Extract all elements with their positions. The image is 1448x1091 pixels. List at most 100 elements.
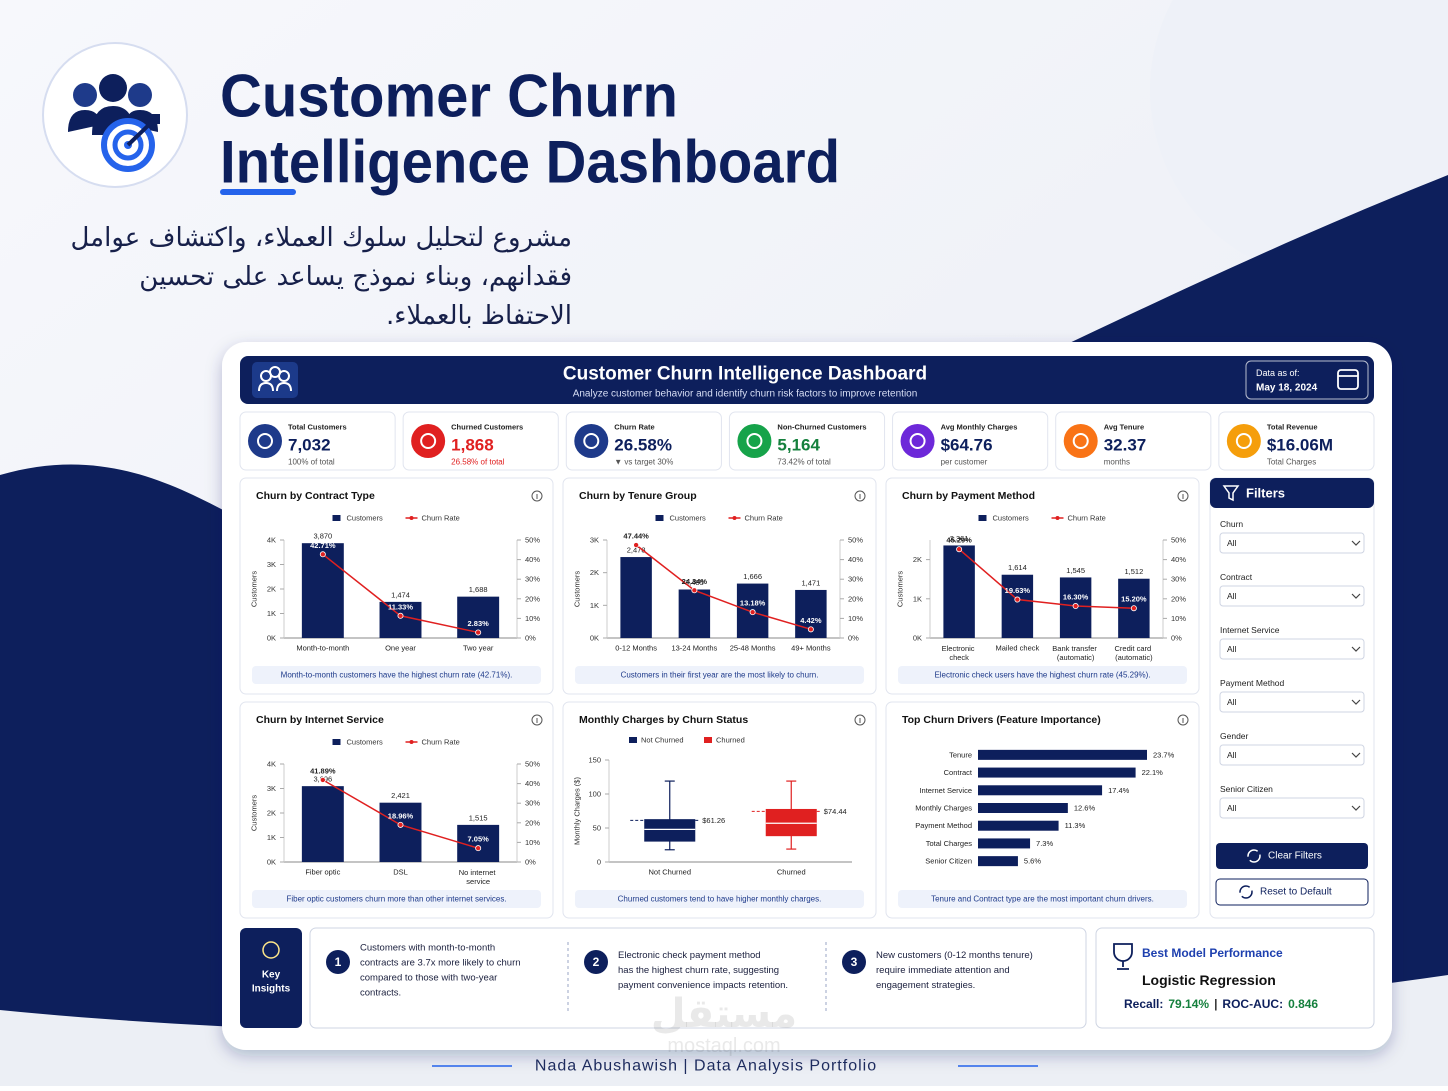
kpi-label: Non-Churned Customers	[777, 423, 866, 432]
chart-note: Fiber optic customers churn more than ot…	[286, 895, 506, 904]
data-label: 1,471	[801, 578, 820, 587]
bar	[978, 856, 1018, 867]
tick-label: 30%	[525, 799, 540, 808]
title-underline	[220, 189, 296, 195]
kpi-note: per customer	[941, 458, 988, 467]
churn-rate-line	[958, 548, 1134, 609]
bar	[978, 749, 1147, 760]
kpi-icon	[411, 424, 446, 458]
filter-select[interactable]	[1219, 797, 1365, 819]
chevron	[1351, 699, 1361, 705]
chart-panel	[562, 477, 877, 695]
tick-label: 1K	[267, 833, 276, 842]
bar	[978, 803, 1068, 813]
page-title: Intelligence Dashboard	[220, 129, 840, 196]
x-tick-label: 13-24 Months	[671, 644, 717, 653]
tick-label: 3K	[590, 536, 599, 545]
kpi-card	[239, 411, 396, 471]
reset-button[interactable]	[1215, 878, 1369, 906]
filter-select[interactable]	[1219, 744, 1365, 766]
x-tick-label: 49+ Months	[791, 644, 831, 653]
insight-text: compared to those with two-year	[360, 973, 497, 984]
x-tick-label: Two year	[463, 644, 494, 653]
bar	[978, 767, 1136, 778]
kpi-card	[1055, 411, 1212, 471]
tick-label: 40%	[525, 555, 540, 564]
y-axis-label: Customers	[250, 795, 259, 832]
legend-label: Churned	[716, 736, 745, 745]
metric-roc: 0.846	[1288, 997, 1318, 1011]
insight-number: 1	[335, 955, 342, 969]
chevron	[1351, 752, 1361, 758]
legend-label: Churn Rate	[745, 514, 783, 523]
arabic-description: فقدانهم، وبناء نموذج يساعد على تحسين	[139, 262, 572, 292]
tick-label: 0	[597, 858, 601, 867]
tick-label: 2K	[913, 555, 922, 564]
kpi-icon-glyph	[1235, 433, 1252, 449]
churn-rate-point	[749, 609, 756, 616]
filter-select[interactable]	[1219, 691, 1365, 713]
tick-label: 40%	[848, 555, 863, 564]
filters-title: Filters	[1246, 486, 1285, 501]
chart-title: Top Churn Drivers (Feature Importance)	[902, 714, 1101, 726]
filter-select[interactable]	[1219, 638, 1365, 660]
tick-label: 30%	[848, 575, 863, 584]
kpi-card	[728, 411, 886, 471]
insights-box	[309, 927, 1087, 1029]
mean-label: $74.44	[824, 807, 847, 816]
chart-title: Churn by Internet Service	[256, 714, 384, 726]
kpi-icon	[1063, 424, 1098, 458]
metric-recall: 79.14%	[1168, 997, 1209, 1011]
tick-label: 4K	[267, 760, 276, 769]
tick-label: 50	[593, 824, 601, 833]
legend-label: Churn Rate	[422, 738, 460, 747]
kpi-note: Total Charges	[1267, 458, 1316, 467]
chart-note-box	[252, 890, 541, 908]
kpi-icon	[248, 424, 282, 458]
filter-label: Churn	[1220, 519, 1243, 529]
churn-rate-point	[397, 821, 404, 828]
x-tick-label: Electronic check	[942, 644, 977, 662]
dashboard-icon	[252, 362, 298, 398]
filter-select[interactable]	[1219, 532, 1365, 554]
model-box	[1095, 927, 1375, 1029]
text-line: (automatic)	[1115, 653, 1153, 662]
tick-label: 3K	[267, 784, 276, 793]
filter-label: Contract	[1220, 572, 1253, 582]
insight-text: contracts.	[360, 988, 401, 999]
tick-label: 0K	[913, 634, 922, 643]
churn-rate-point	[1130, 605, 1137, 612]
kpi-note: months	[1104, 458, 1130, 467]
legend-swatch	[978, 515, 987, 521]
insight-number: 3	[851, 955, 858, 969]
x-tick-label: Churned	[777, 868, 806, 877]
data-label: 41.89%	[310, 766, 336, 775]
info-icon	[1177, 714, 1189, 726]
metric-separator: |	[1214, 997, 1217, 1011]
info-icon	[531, 490, 543, 502]
tick-label: 0%	[1171, 634, 1182, 643]
info-icon	[531, 714, 543, 726]
data-label: 1,614	[1008, 563, 1027, 572]
tick-label: 2K	[267, 809, 276, 818]
churn-rate-point	[956, 546, 963, 553]
insight-text: has the highest churn rate, suggesting	[618, 965, 779, 976]
chevron	[1351, 805, 1361, 811]
logo	[42, 42, 188, 188]
page-title: Customer Churn	[220, 63, 678, 130]
kpi-note: ▼ vs target 30%	[614, 458, 673, 467]
dashboard-subtitle: Analyze customer behavior and identify c…	[573, 389, 918, 400]
kpi-card	[565, 411, 722, 471]
tick-label: 1K	[590, 601, 599, 610]
chart-note-box	[575, 666, 864, 684]
tick-label: 50%	[525, 536, 540, 545]
data-label: 13.18%	[740, 599, 766, 608]
kpi-note: 73.42% of total	[777, 458, 831, 467]
insight-text: contracts are 3.7x more likely to churn	[360, 958, 521, 969]
data-label: 11.33%	[388, 602, 413, 611]
kpi-label: Avg Tenure	[1104, 423, 1144, 432]
filter-select[interactable]	[1219, 585, 1365, 607]
box	[765, 808, 817, 837]
kpi-label: Total Customers	[288, 423, 347, 432]
